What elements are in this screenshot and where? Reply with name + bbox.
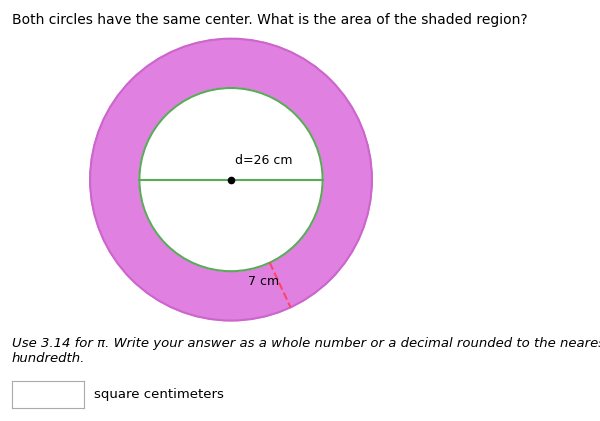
Text: square centimeters: square centimeters <box>94 389 223 401</box>
Circle shape <box>139 88 323 271</box>
Text: Both circles have the same center. What is the area of the shaded region?: Both circles have the same center. What … <box>12 13 527 27</box>
Text: 7 cm: 7 cm <box>248 275 280 288</box>
Text: d=26 cm: d=26 cm <box>235 154 292 167</box>
Text: Use 3.14 for π. Write your answer as a whole number or a decimal rounded to the : Use 3.14 for π. Write your answer as a w… <box>12 337 600 365</box>
Circle shape <box>90 39 372 320</box>
